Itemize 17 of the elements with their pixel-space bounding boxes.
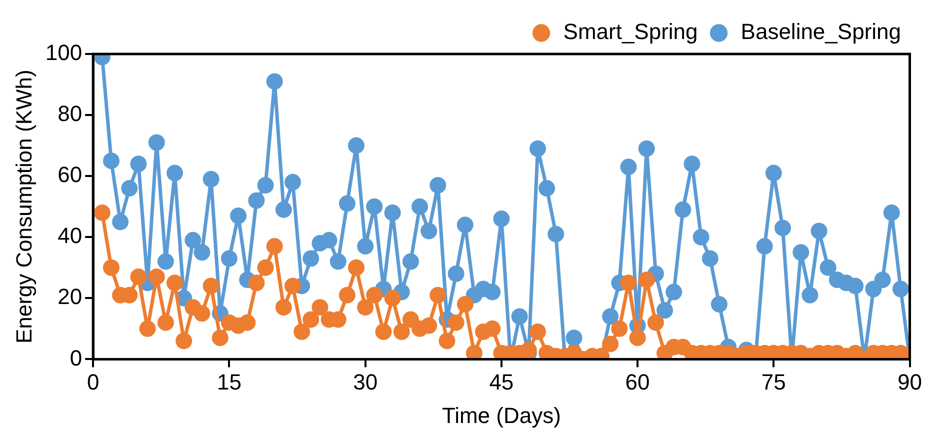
x-tick-label: 75 (761, 369, 786, 394)
y-tick-label: 40 (58, 223, 82, 248)
x-tick-label: 30 (353, 369, 378, 394)
y-tick-label: 0 (70, 345, 82, 370)
y-axis-title: Energy Consumption (KWh) (11, 70, 36, 344)
x-tick-label: 90 (898, 369, 922, 394)
x-tick-label: 0 (86, 369, 100, 394)
legend-label: Smart_Spring (563, 19, 698, 44)
x-tick-label: 45 (489, 369, 514, 394)
y-tick-label: 20 (58, 284, 82, 310)
x-tick-label: 15 (216, 369, 242, 394)
x-tick-label: 60 (625, 369, 650, 394)
y-tick-label: 60 (58, 162, 82, 188)
x-axis-title: Time (Days) (442, 402, 561, 428)
y-tick-label: 80 (58, 101, 82, 126)
y-tick-label: 100 (45, 40, 82, 66)
legend-label: Baseline_Spring (740, 19, 902, 44)
